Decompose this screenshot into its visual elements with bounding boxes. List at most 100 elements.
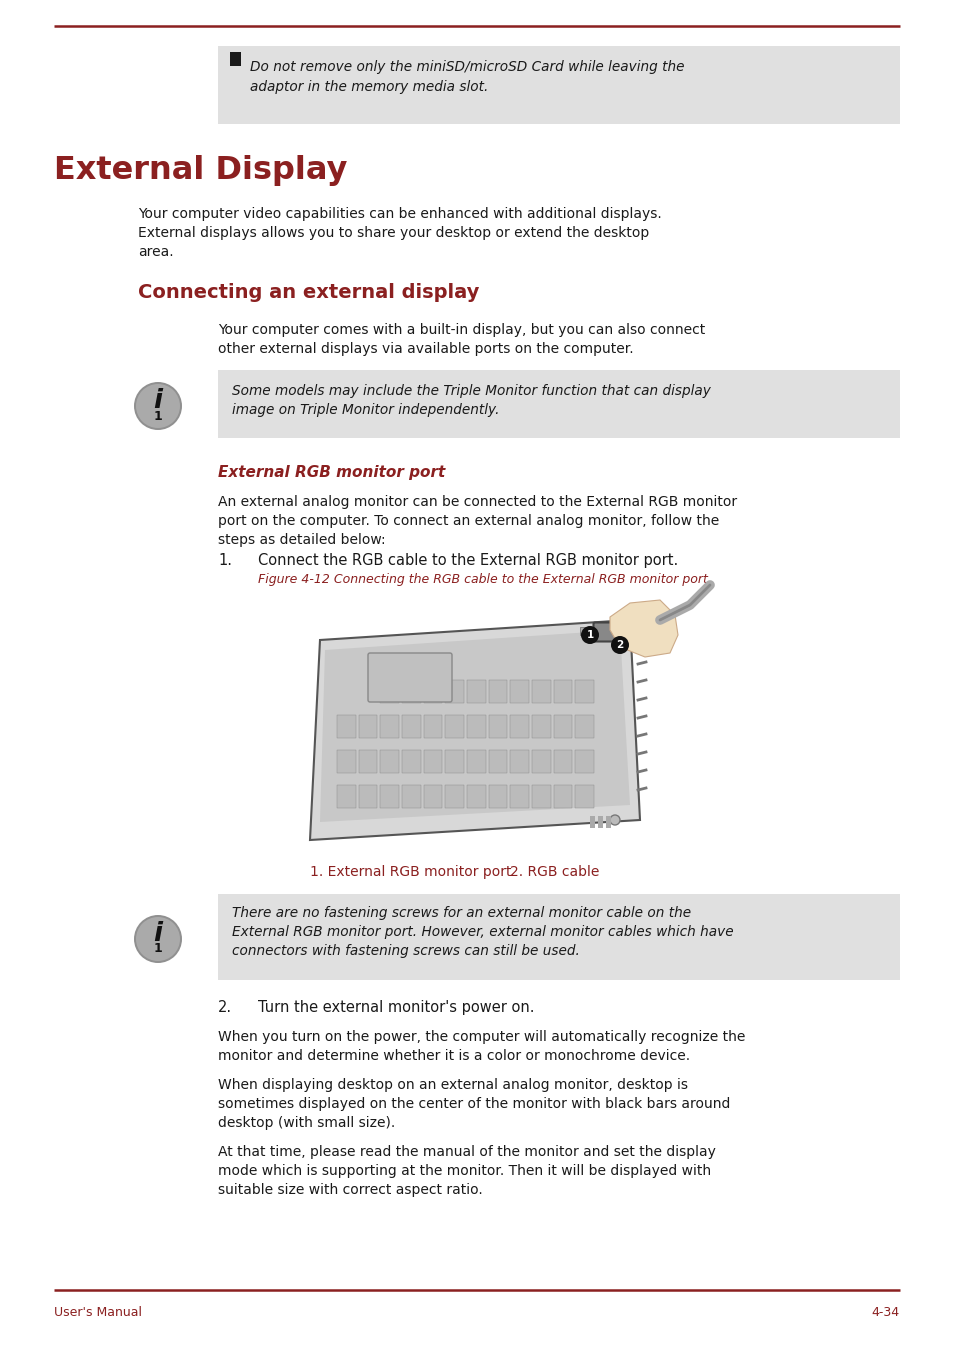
Text: 2: 2 bbox=[616, 640, 623, 650]
Text: Turn the external monitor's power on.: Turn the external monitor's power on. bbox=[257, 999, 534, 1015]
Text: adaptor in the memory media slot.: adaptor in the memory media slot. bbox=[250, 79, 488, 94]
Text: Figure 4-12 Connecting the RGB cable to the External RGB monitor port: Figure 4-12 Connecting the RGB cable to … bbox=[257, 573, 707, 586]
Bar bbox=[532, 679, 550, 703]
Bar bbox=[488, 714, 507, 738]
Bar bbox=[358, 714, 377, 738]
Text: 1. External RGB monitor port: 1. External RGB monitor port bbox=[310, 865, 511, 880]
Bar bbox=[488, 749, 507, 773]
Text: An external analog monitor can be connected to the External RGB monitor: An external analog monitor can be connec… bbox=[218, 495, 737, 508]
Bar bbox=[423, 749, 442, 773]
Bar bbox=[218, 894, 899, 981]
Text: Connecting an external display: Connecting an external display bbox=[138, 282, 478, 303]
Text: 1: 1 bbox=[153, 409, 162, 422]
Bar bbox=[358, 784, 377, 808]
Text: connectors with fastening screws can still be used.: connectors with fastening screws can sti… bbox=[232, 944, 579, 958]
Bar bbox=[218, 46, 899, 124]
Text: Do not remove only the miniSD/microSD Card while leaving the: Do not remove only the miniSD/microSD Ca… bbox=[250, 61, 684, 74]
Bar bbox=[401, 714, 420, 738]
Bar bbox=[218, 370, 899, 438]
Bar bbox=[598, 816, 602, 829]
Text: Your computer video capabilities can be enhanced with additional displays.: Your computer video capabilities can be … bbox=[138, 207, 661, 221]
Text: 1: 1 bbox=[586, 629, 593, 640]
Text: steps as detailed below:: steps as detailed below: bbox=[218, 533, 385, 547]
Bar bbox=[532, 784, 550, 808]
Bar bbox=[510, 679, 529, 703]
Bar bbox=[532, 714, 550, 738]
Text: 1: 1 bbox=[153, 943, 162, 955]
Text: other external displays via available ports on the computer.: other external displays via available po… bbox=[218, 342, 633, 356]
Bar bbox=[553, 784, 572, 808]
Bar bbox=[589, 816, 595, 829]
Bar bbox=[575, 714, 594, 738]
Text: External displays allows you to share your desktop or extend the desktop: External displays allows you to share yo… bbox=[138, 226, 649, 239]
Text: 4-34: 4-34 bbox=[871, 1306, 899, 1319]
Bar bbox=[467, 679, 485, 703]
Bar bbox=[380, 749, 398, 773]
Bar bbox=[467, 714, 485, 738]
Bar bbox=[423, 714, 442, 738]
Text: mode which is supporting at the monitor. Then it will be displayed with: mode which is supporting at the monitor.… bbox=[218, 1163, 710, 1178]
Bar bbox=[510, 749, 529, 773]
Bar bbox=[553, 749, 572, 773]
Text: External RGB monitor port. However, external monitor cables which have: External RGB monitor port. However, exte… bbox=[232, 925, 733, 939]
Polygon shape bbox=[609, 600, 678, 656]
Bar bbox=[510, 714, 529, 738]
Circle shape bbox=[610, 636, 628, 654]
Text: i: i bbox=[153, 921, 162, 947]
Text: Connect the RGB cable to the External RGB monitor port.: Connect the RGB cable to the External RG… bbox=[257, 553, 678, 568]
Text: At that time, please read the manual of the monitor and set the display: At that time, please read the manual of … bbox=[218, 1145, 715, 1159]
Text: Some models may include the Triple Monitor function that can display: Some models may include the Triple Monit… bbox=[232, 385, 710, 398]
Bar bbox=[401, 679, 420, 703]
Text: image on Triple Monitor independently.: image on Triple Monitor independently. bbox=[232, 404, 499, 417]
Circle shape bbox=[133, 382, 182, 430]
Bar bbox=[579, 627, 595, 635]
Text: port on the computer. To connect an external analog monitor, follow the: port on the computer. To connect an exte… bbox=[218, 514, 719, 529]
Bar bbox=[336, 714, 355, 738]
Bar bbox=[445, 784, 463, 808]
Text: sometimes displayed on the center of the monitor with black bars around: sometimes displayed on the center of the… bbox=[218, 1098, 730, 1111]
Text: desktop (with small size).: desktop (with small size). bbox=[218, 1116, 395, 1130]
Bar bbox=[532, 749, 550, 773]
Bar bbox=[380, 679, 398, 703]
Bar bbox=[488, 679, 507, 703]
Bar bbox=[445, 714, 463, 738]
Bar bbox=[336, 784, 355, 808]
Bar bbox=[380, 784, 398, 808]
Text: 2. RGB cable: 2. RGB cable bbox=[510, 865, 598, 880]
Circle shape bbox=[133, 915, 182, 963]
Bar bbox=[445, 749, 463, 773]
Bar bbox=[575, 749, 594, 773]
Text: External RGB monitor port: External RGB monitor port bbox=[218, 465, 445, 480]
Bar bbox=[575, 679, 594, 703]
Circle shape bbox=[136, 385, 180, 428]
Text: There are no fastening screws for an external monitor cable on the: There are no fastening screws for an ext… bbox=[232, 907, 690, 920]
Text: area.: area. bbox=[138, 245, 173, 260]
Bar bbox=[553, 679, 572, 703]
Text: Your computer comes with a built-in display, but you can also connect: Your computer comes with a built-in disp… bbox=[218, 323, 704, 338]
Bar bbox=[510, 784, 529, 808]
Text: User's Manual: User's Manual bbox=[54, 1306, 142, 1319]
Text: i: i bbox=[153, 387, 162, 414]
Bar bbox=[401, 749, 420, 773]
Bar bbox=[619, 627, 635, 635]
Bar bbox=[599, 627, 615, 635]
Text: suitable size with correct aspect ratio.: suitable size with correct aspect ratio. bbox=[218, 1184, 482, 1197]
Circle shape bbox=[136, 917, 180, 960]
Bar bbox=[401, 784, 420, 808]
Circle shape bbox=[580, 625, 598, 644]
FancyBboxPatch shape bbox=[593, 623, 618, 642]
Bar bbox=[423, 679, 442, 703]
Bar bbox=[445, 679, 463, 703]
Text: When displaying desktop on an external analog monitor, desktop is: When displaying desktop on an external a… bbox=[218, 1077, 687, 1092]
Text: External Display: External Display bbox=[54, 155, 347, 186]
Bar bbox=[467, 749, 485, 773]
Bar bbox=[605, 816, 610, 829]
Polygon shape bbox=[319, 629, 629, 822]
Text: 2.: 2. bbox=[218, 999, 232, 1015]
Polygon shape bbox=[310, 620, 639, 841]
Bar bbox=[358, 749, 377, 773]
Bar bbox=[467, 784, 485, 808]
Bar bbox=[336, 749, 355, 773]
Bar bbox=[553, 714, 572, 738]
Text: monitor and determine whether it is a color or monochrome device.: monitor and determine whether it is a co… bbox=[218, 1049, 689, 1063]
